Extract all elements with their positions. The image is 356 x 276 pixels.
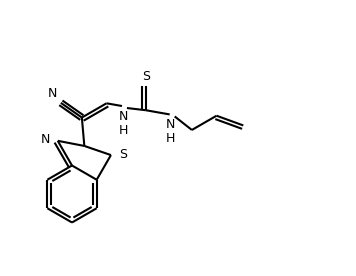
Text: N: N [40,133,50,146]
Text: S: S [119,148,127,161]
Text: N
H: N H [118,110,128,137]
Text: S: S [142,70,150,83]
Text: N: N [47,87,57,100]
Text: N
H: N H [166,118,176,145]
